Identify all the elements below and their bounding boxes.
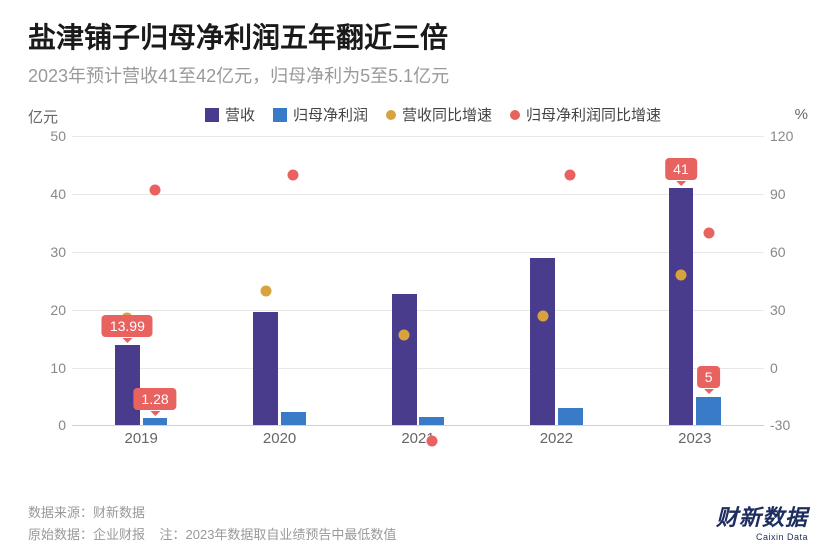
chart-subtitle: 2023年预计营收41至42亿元，归母净利为5至5.1亿元: [28, 62, 808, 88]
grid-line: [72, 252, 764, 253]
legend-profit: 归母净利润: [273, 104, 368, 125]
grid-line: [72, 368, 764, 369]
y-axis-left-label: 亿元: [28, 106, 58, 127]
brand-logo: 财新数据 Caixin Data: [716, 500, 808, 542]
legend-swatch-profit-growth: [510, 110, 520, 120]
ytick-right: 0: [770, 360, 804, 376]
ytick-right: 90: [770, 186, 804, 202]
bar-profit: [558, 408, 583, 425]
dot-rev-growth: [260, 285, 271, 296]
footer-source-value: 财新数据: [93, 505, 145, 520]
ytick-left: 30: [32, 244, 66, 260]
legend: 营收 归母净利润 营收同比增速 归母净利润同比增速: [98, 104, 768, 125]
grid-line: [72, 194, 764, 195]
xtick-label: 2022: [540, 430, 573, 447]
xtick-label: 2019: [125, 430, 158, 447]
footer-note-label: 注：: [159, 527, 185, 542]
callout-label: 1.28: [133, 388, 176, 410]
legend-label: 营收: [225, 104, 255, 125]
legend-label: 归母净利润同比增速: [526, 104, 661, 125]
y-axis-right-label: %: [795, 106, 808, 123]
bar-profit: [696, 397, 721, 426]
xtick-label: 2023: [678, 430, 711, 447]
legend-revenue: 营收: [205, 104, 255, 125]
dot-profit-growth: [565, 169, 576, 180]
dot-profit-growth: [426, 435, 437, 446]
legend-swatch-profit: [273, 108, 287, 122]
grid-line: [72, 310, 764, 311]
legend-swatch-revenue: [205, 108, 219, 122]
bar-revenue: [253, 312, 278, 425]
dot-profit-growth: [150, 185, 161, 196]
dot-rev-growth: [399, 329, 410, 340]
ytick-left: 10: [32, 360, 66, 376]
footer-raw-value: 企业财报: [93, 527, 145, 542]
bar-revenue: [392, 294, 417, 426]
xtick-label: 2020: [263, 430, 296, 447]
footer-source-label: 数据来源：: [28, 505, 93, 520]
ytick-left: 0: [32, 417, 66, 433]
footer-raw-label: 原始数据：: [28, 527, 93, 542]
bar-revenue: [669, 188, 694, 425]
dot-rev-growth: [537, 310, 548, 321]
bar-profit: [419, 417, 444, 426]
brand-sub: Caixin Data: [716, 532, 808, 542]
legend-profit-growth: 归母净利润同比增速: [510, 104, 661, 125]
bar-revenue: [530, 258, 555, 425]
bar-profit: [281, 412, 306, 426]
chart-area: 亿元 % 营收 归母净利润 营收同比增速 归母净利润同比增速 0-3010020…: [28, 110, 808, 450]
legend-swatch-rev-growth: [386, 110, 396, 120]
grid-line: [72, 136, 764, 137]
dot-rev-growth: [675, 270, 686, 281]
ytick-right: 120: [770, 128, 804, 144]
ytick-right: 60: [770, 244, 804, 260]
brand-main: 财新数据: [716, 500, 808, 532]
legend-label: 营收同比增速: [402, 104, 492, 125]
ytick-left: 20: [32, 302, 66, 318]
footer-note: 2023年数据取自业绩预告中最低数值: [186, 527, 397, 542]
legend-rev-growth: 营收同比增速: [386, 104, 492, 125]
plot-region: 0-30100203030604090501202019202020212022…: [72, 136, 764, 426]
ytick-right: 30: [770, 302, 804, 318]
ytick-right: -30: [770, 417, 804, 433]
dot-profit-growth: [288, 169, 299, 180]
legend-label: 归母净利润: [293, 104, 368, 125]
bar-revenue: [115, 345, 140, 426]
bar-profit: [143, 418, 168, 425]
dot-profit-growth: [703, 227, 714, 238]
callout-label: 13.99: [102, 315, 153, 337]
ytick-left: 50: [32, 128, 66, 144]
chart-title: 盐津铺子归母净利润五年翻近三倍: [28, 20, 808, 56]
ytick-left: 40: [32, 186, 66, 202]
footer-notes: 数据来源：财新数据 原始数据：企业财报 注：2023年数据取自业绩预告中最低数值: [28, 502, 396, 546]
callout-label: 5: [697, 366, 721, 388]
callout-label: 41: [665, 158, 697, 180]
